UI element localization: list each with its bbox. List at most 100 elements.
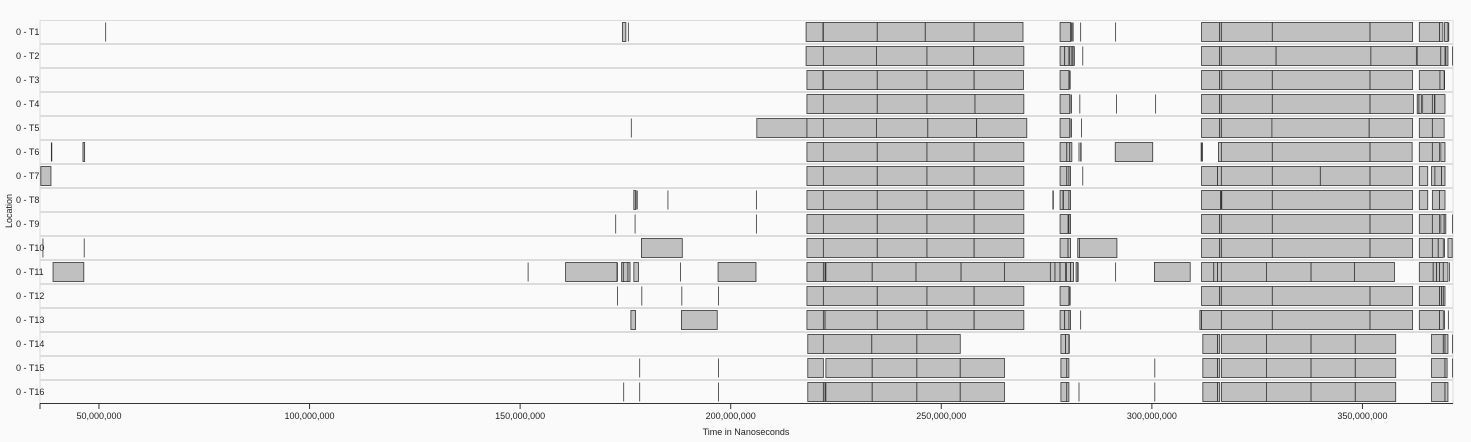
event-block[interactable] bbox=[1434, 94, 1446, 114]
event-block[interactable] bbox=[1201, 166, 1218, 186]
event-block[interactable] bbox=[1418, 94, 1422, 114]
event-block[interactable] bbox=[1049, 262, 1056, 282]
event-block[interactable] bbox=[1059, 118, 1071, 138]
event-block[interactable] bbox=[1418, 22, 1440, 42]
event-block[interactable] bbox=[822, 142, 878, 162]
event-block[interactable] bbox=[1154, 382, 1156, 402]
event-block[interactable] bbox=[1154, 262, 1191, 282]
event-block[interactable] bbox=[630, 310, 636, 330]
event-block[interactable] bbox=[1066, 142, 1071, 162]
event-block[interactable] bbox=[1080, 142, 1082, 162]
event-block[interactable] bbox=[1202, 358, 1218, 378]
event-block[interactable] bbox=[926, 94, 976, 114]
event-block[interactable] bbox=[959, 358, 1005, 378]
event-block[interactable] bbox=[1220, 358, 1267, 378]
event-block[interactable] bbox=[1071, 94, 1072, 114]
event-block[interactable] bbox=[1452, 214, 1453, 234]
event-block[interactable] bbox=[1271, 70, 1371, 90]
event-block[interactable] bbox=[1434, 166, 1443, 186]
event-block[interactable] bbox=[1068, 286, 1070, 306]
event-block[interactable] bbox=[1115, 262, 1117, 282]
event-block[interactable] bbox=[1418, 214, 1433, 234]
event-block[interactable] bbox=[1082, 46, 1084, 66]
event-block[interactable] bbox=[1416, 46, 1442, 66]
event-block[interactable] bbox=[1080, 310, 1082, 330]
event-block[interactable] bbox=[1440, 46, 1446, 66]
event-block[interactable] bbox=[1059, 286, 1070, 306]
event-block[interactable] bbox=[916, 334, 961, 354]
event-block[interactable] bbox=[1448, 22, 1450, 42]
event-block[interactable] bbox=[973, 142, 1025, 162]
event-block[interactable] bbox=[1369, 214, 1413, 234]
event-block[interactable] bbox=[1201, 238, 1221, 258]
event-block[interactable] bbox=[1054, 262, 1061, 282]
event-block[interactable] bbox=[616, 262, 618, 282]
event-block[interactable] bbox=[1369, 94, 1414, 114]
event-block[interactable] bbox=[806, 166, 824, 186]
event-block[interactable] bbox=[1220, 94, 1273, 114]
event-block[interactable] bbox=[926, 166, 975, 186]
event-block[interactable] bbox=[1431, 166, 1436, 186]
event-block[interactable] bbox=[1271, 142, 1371, 162]
event-block[interactable] bbox=[1060, 358, 1068, 378]
event-block[interactable] bbox=[1217, 334, 1221, 354]
event-block[interactable] bbox=[976, 118, 1028, 138]
event-block[interactable] bbox=[634, 214, 636, 234]
event-block[interactable] bbox=[1068, 334, 1070, 354]
event-block[interactable] bbox=[1218, 142, 1222, 162]
event-block[interactable] bbox=[639, 358, 641, 378]
event-block[interactable] bbox=[1154, 358, 1156, 378]
event-block[interactable] bbox=[622, 22, 627, 42]
event-block[interactable] bbox=[1201, 310, 1222, 330]
event-block[interactable] bbox=[1069, 94, 1071, 114]
event-block[interactable] bbox=[822, 382, 826, 402]
event-block[interactable] bbox=[1059, 262, 1066, 282]
event-block[interactable] bbox=[1370, 46, 1417, 66]
event-block[interactable] bbox=[1442, 262, 1449, 282]
event-block[interactable] bbox=[1201, 70, 1221, 90]
event-block[interactable] bbox=[50, 142, 53, 162]
event-block[interactable] bbox=[806, 142, 824, 162]
event-block[interactable] bbox=[718, 286, 719, 306]
event-block[interactable] bbox=[1065, 262, 1071, 282]
event-block[interactable] bbox=[1072, 22, 1074, 42]
event-block[interactable] bbox=[960, 262, 1005, 282]
event-block[interactable] bbox=[1201, 46, 1221, 66]
event-block[interactable] bbox=[1418, 238, 1433, 258]
event-block[interactable] bbox=[1220, 22, 1273, 42]
event-block[interactable] bbox=[824, 310, 878, 330]
event-block[interactable] bbox=[1444, 382, 1449, 402]
event-block[interactable] bbox=[1418, 262, 1434, 282]
event-block[interactable] bbox=[755, 214, 757, 234]
event-block[interactable] bbox=[1369, 166, 1413, 186]
event-block[interactable] bbox=[806, 238, 824, 258]
event-block[interactable] bbox=[876, 46, 928, 66]
event-block[interactable] bbox=[924, 22, 975, 42]
event-block[interactable] bbox=[1220, 262, 1267, 282]
event-block[interactable] bbox=[718, 358, 719, 378]
event-block[interactable] bbox=[1431, 118, 1445, 138]
event-block[interactable] bbox=[1220, 382, 1267, 402]
event-block[interactable] bbox=[1004, 262, 1051, 282]
event-block[interactable] bbox=[1220, 238, 1273, 258]
event-block[interactable] bbox=[627, 262, 631, 282]
event-block[interactable] bbox=[1368, 118, 1413, 138]
event-block[interactable] bbox=[1441, 166, 1446, 186]
event-block[interactable] bbox=[1310, 382, 1356, 402]
event-block[interactable] bbox=[1445, 46, 1449, 66]
event-block[interactable] bbox=[822, 286, 878, 306]
event-block[interactable] bbox=[1060, 334, 1066, 354]
event-block[interactable] bbox=[916, 382, 961, 402]
event-block[interactable] bbox=[1059, 94, 1071, 114]
event-block[interactable] bbox=[806, 70, 824, 90]
event-block[interactable] bbox=[1220, 214, 1273, 234]
event-block[interactable] bbox=[1068, 214, 1071, 234]
event-block[interactable] bbox=[1369, 190, 1413, 210]
event-block[interactable] bbox=[807, 382, 824, 402]
event-block[interactable] bbox=[876, 310, 928, 330]
event-block[interactable] bbox=[1266, 262, 1312, 282]
event-block[interactable] bbox=[1369, 142, 1413, 162]
event-block[interactable] bbox=[1431, 358, 1446, 378]
event-block[interactable] bbox=[1422, 94, 1433, 114]
event-block[interactable] bbox=[822, 166, 878, 186]
